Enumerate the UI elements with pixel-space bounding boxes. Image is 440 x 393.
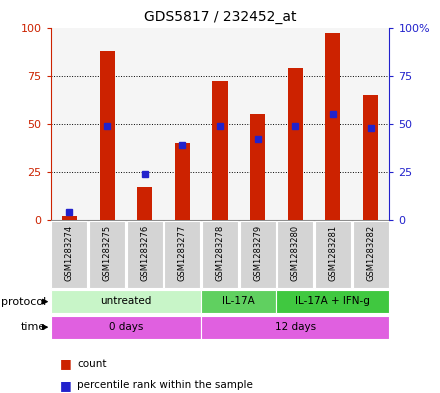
Text: GSM1283276: GSM1283276 bbox=[140, 225, 149, 281]
Bar bbox=[137, 187, 152, 220]
Bar bbox=[127, 221, 163, 288]
Bar bbox=[277, 221, 313, 288]
Bar bbox=[213, 81, 227, 220]
Text: IL-17A: IL-17A bbox=[223, 296, 255, 306]
Text: untreated: untreated bbox=[100, 296, 151, 306]
Bar bbox=[89, 221, 125, 288]
Text: time: time bbox=[21, 322, 46, 332]
Bar bbox=[62, 216, 77, 220]
Text: protocol: protocol bbox=[1, 297, 46, 307]
Bar bbox=[51, 221, 88, 288]
Bar bbox=[239, 221, 276, 288]
Text: GSM1283281: GSM1283281 bbox=[328, 225, 337, 281]
Bar bbox=[99, 51, 114, 220]
Text: GSM1283280: GSM1283280 bbox=[291, 225, 300, 281]
Bar bbox=[51, 316, 201, 339]
Text: percentile rank within the sample: percentile rank within the sample bbox=[77, 380, 253, 390]
Text: count: count bbox=[77, 358, 106, 369]
Bar bbox=[288, 68, 303, 220]
Text: IL-17A + IFN-g: IL-17A + IFN-g bbox=[296, 296, 370, 306]
Bar bbox=[201, 290, 276, 313]
Text: GSM1283277: GSM1283277 bbox=[178, 225, 187, 281]
Text: GSM1283282: GSM1283282 bbox=[366, 225, 375, 281]
Bar bbox=[202, 221, 238, 288]
Bar bbox=[201, 316, 389, 339]
Text: GSM1283275: GSM1283275 bbox=[103, 225, 112, 281]
Bar bbox=[315, 221, 351, 288]
Bar bbox=[363, 95, 378, 220]
Bar bbox=[326, 33, 341, 220]
Bar bbox=[164, 221, 201, 288]
Text: GSM1283274: GSM1283274 bbox=[65, 225, 74, 281]
Text: ■: ■ bbox=[59, 378, 71, 392]
Bar bbox=[51, 290, 201, 313]
Text: GSM1283278: GSM1283278 bbox=[216, 225, 224, 281]
Bar bbox=[175, 143, 190, 220]
Bar bbox=[276, 290, 389, 313]
Text: 0 days: 0 days bbox=[109, 321, 143, 332]
Text: 12 days: 12 days bbox=[275, 321, 316, 332]
Text: GSM1283279: GSM1283279 bbox=[253, 225, 262, 281]
Text: ■: ■ bbox=[59, 357, 71, 370]
Bar bbox=[250, 114, 265, 220]
Title: GDS5817 / 232452_at: GDS5817 / 232452_at bbox=[144, 10, 296, 24]
Bar bbox=[352, 221, 389, 288]
